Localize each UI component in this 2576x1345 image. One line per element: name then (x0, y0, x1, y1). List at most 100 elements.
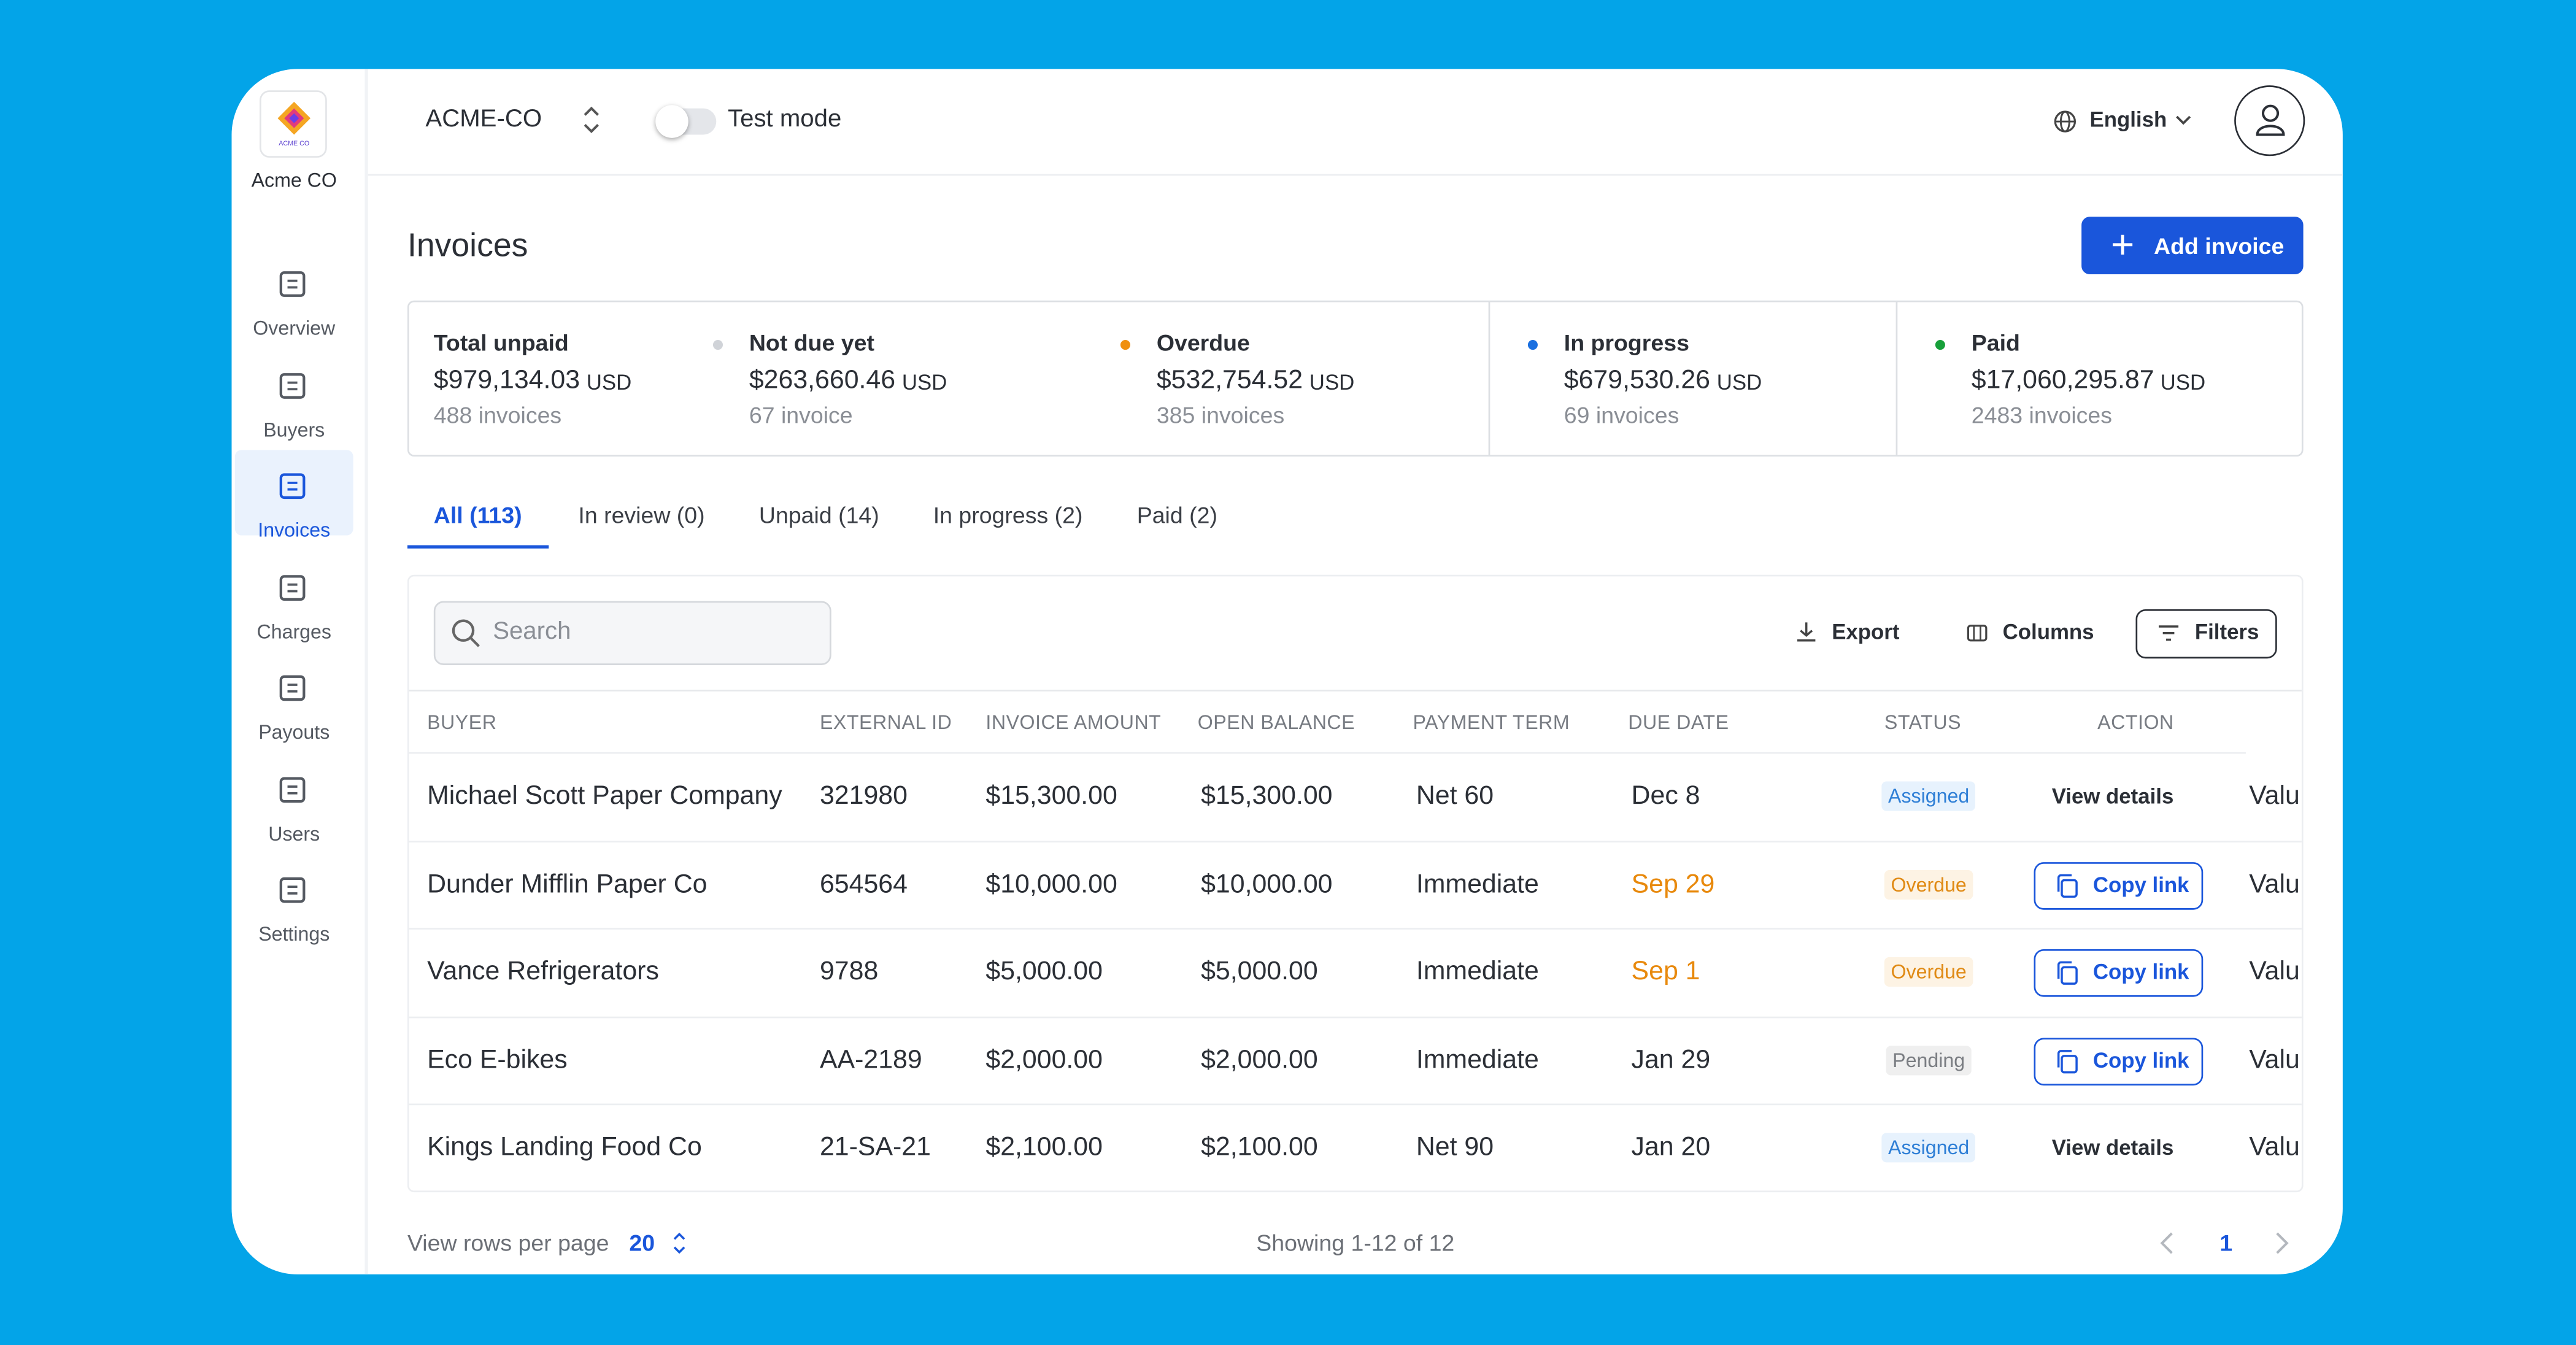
row-line (409, 839, 2302, 842)
view-details-link[interactable]: View details (2051, 784, 2174, 809)
org-name[interactable]: ACME-CO (425, 105, 542, 133)
cell-buyer: Vance Refrigerators (427, 958, 659, 986)
cell-invoice-amount: $10,000.00 (985, 870, 1117, 898)
summary-amount: $17,060,295.87 (1971, 366, 2154, 395)
view-details-link[interactable]: View details (2051, 1135, 2174, 1160)
sidebar-border (364, 69, 368, 1274)
summary-label: Paid (1971, 329, 2020, 356)
topbar-border (368, 174, 2343, 176)
tab-underline (407, 545, 549, 549)
nav-label[interactable]: Payouts (258, 720, 330, 744)
nav-icon[interactable] (277, 471, 307, 501)
nav-label[interactable]: Users (268, 822, 320, 845)
rows-per-page-value[interactable]: 20 (629, 1229, 655, 1256)
tab[interactable]: Unpaid (14) (758, 501, 879, 528)
copy-link-label: Copy link (2092, 871, 2189, 896)
summary-label: Total unpaid (433, 329, 569, 356)
tab[interactable]: All (113) (433, 501, 522, 528)
showing-label: Showing 1-12 of 12 (1256, 1229, 1455, 1256)
nav-icon[interactable] (277, 572, 307, 602)
search-placeholder: Search (493, 617, 571, 646)
row-line (409, 752, 2246, 754)
nav-icon[interactable] (277, 673, 307, 703)
filters-icon (2158, 625, 2179, 641)
export-button[interactable]: Export (1832, 619, 1900, 644)
columns-button[interactable]: Columns (2002, 619, 2094, 644)
org-switch-icon[interactable] (582, 105, 601, 134)
cell-buyer: Michael Scott Paper Company (427, 782, 782, 811)
summary-amount: $679,530.26 (1564, 366, 1711, 395)
status-badge: Assigned (1881, 781, 1976, 812)
cell-due-date: Jan 29 (1631, 1046, 1711, 1074)
cell-payment-term: Net 60 (1416, 782, 1494, 811)
row-line (409, 928, 2302, 930)
column-header: EXTERNAL ID (819, 711, 952, 734)
summary-divider (1488, 302, 1490, 455)
summary-count: 2483 invoices (1971, 401, 2113, 428)
nav-label[interactable]: Settings (258, 922, 330, 946)
nav-label[interactable]: Invoices (258, 518, 331, 542)
company-name: Acme CO (251, 169, 337, 192)
tab[interactable]: In progress (2) (933, 501, 1083, 528)
status-badge: Overdue (1884, 957, 1973, 988)
copy-icon (2057, 873, 2078, 897)
status-dot (1935, 340, 1945, 350)
summary-currency: USD (901, 369, 947, 395)
summary-amount: $263,660.46 (749, 366, 896, 395)
cell-invoice-amount: $5,000.00 (985, 958, 1103, 986)
nav-label[interactable]: Charges (256, 619, 331, 643)
language-selector[interactable]: English (2089, 107, 2167, 132)
nav-icon[interactable] (277, 371, 307, 400)
nav-label[interactable]: Overview (253, 317, 336, 340)
nav-icon[interactable] (277, 876, 307, 905)
language-chevron (2176, 115, 2191, 125)
rows-per-page-label: View rows per page (407, 1229, 609, 1256)
copy-link-button[interactable] (2034, 949, 2204, 997)
avatar-icon (2256, 104, 2285, 136)
cell-truncated: Valu (2249, 1133, 2300, 1162)
test-mode-label: Test mode (728, 105, 842, 133)
cell-external-id: 654564 (819, 870, 908, 898)
column-header: INVOICE AMOUNT (985, 711, 1162, 734)
cell-due-date: Sep 29 (1631, 870, 1715, 898)
column-header: ACTION (2097, 711, 2174, 734)
export-icon[interactable] (1795, 621, 1817, 642)
prev-page[interactable] (2159, 1230, 2175, 1257)
nav-icon[interactable] (277, 269, 307, 299)
search-icon (452, 619, 480, 647)
status-dot (712, 340, 723, 350)
tab[interactable]: In review (0) (578, 501, 705, 528)
copy-link-button[interactable] (2034, 1037, 2204, 1085)
copy-link-button[interactable] (2034, 861, 2204, 909)
filters-button[interactable] (2135, 609, 2277, 659)
cell-external-id: 9788 (819, 958, 879, 986)
column-header: OPEN BALANCE (1197, 711, 1355, 734)
column-header: BUYER (427, 711, 497, 734)
next-page[interactable] (2273, 1230, 2290, 1257)
search-box[interactable] (433, 601, 831, 665)
cell-truncated: Valu (2249, 870, 2300, 898)
rows-per-page-chevron (673, 1232, 685, 1254)
cell-invoice-amount: $2,100.00 (985, 1133, 1103, 1162)
nav-icon[interactable] (277, 774, 307, 804)
current-page[interactable]: 1 (2219, 1229, 2233, 1256)
header-line (409, 690, 2302, 692)
summary-amount: $979,134.03 (433, 366, 580, 395)
cell-due-date: Dec 8 (1631, 782, 1700, 811)
summary-amount: $532,754.52 (1156, 366, 1303, 395)
cell-open-balance: $2,000.00 (1201, 1046, 1318, 1074)
tab[interactable]: Paid (2) (1136, 501, 1217, 528)
cell-payment-term: Immediate (1416, 870, 1539, 898)
avatar[interactable] (2234, 85, 2305, 156)
status-badge: Pending (1886, 1045, 1972, 1076)
summary-currency: USD (1309, 369, 1355, 395)
column-header: DUE DATE (1628, 711, 1729, 734)
nav-label[interactable]: Buyers (263, 417, 325, 441)
app-window (231, 69, 2343, 1274)
cell-buyer: Eco E-bikes (427, 1046, 568, 1074)
row-line (409, 1103, 2302, 1106)
row-line (409, 1015, 2302, 1018)
summary-count: 69 invoices (1564, 401, 1679, 428)
status-dot (1120, 340, 1130, 350)
summary-box (407, 300, 2304, 457)
